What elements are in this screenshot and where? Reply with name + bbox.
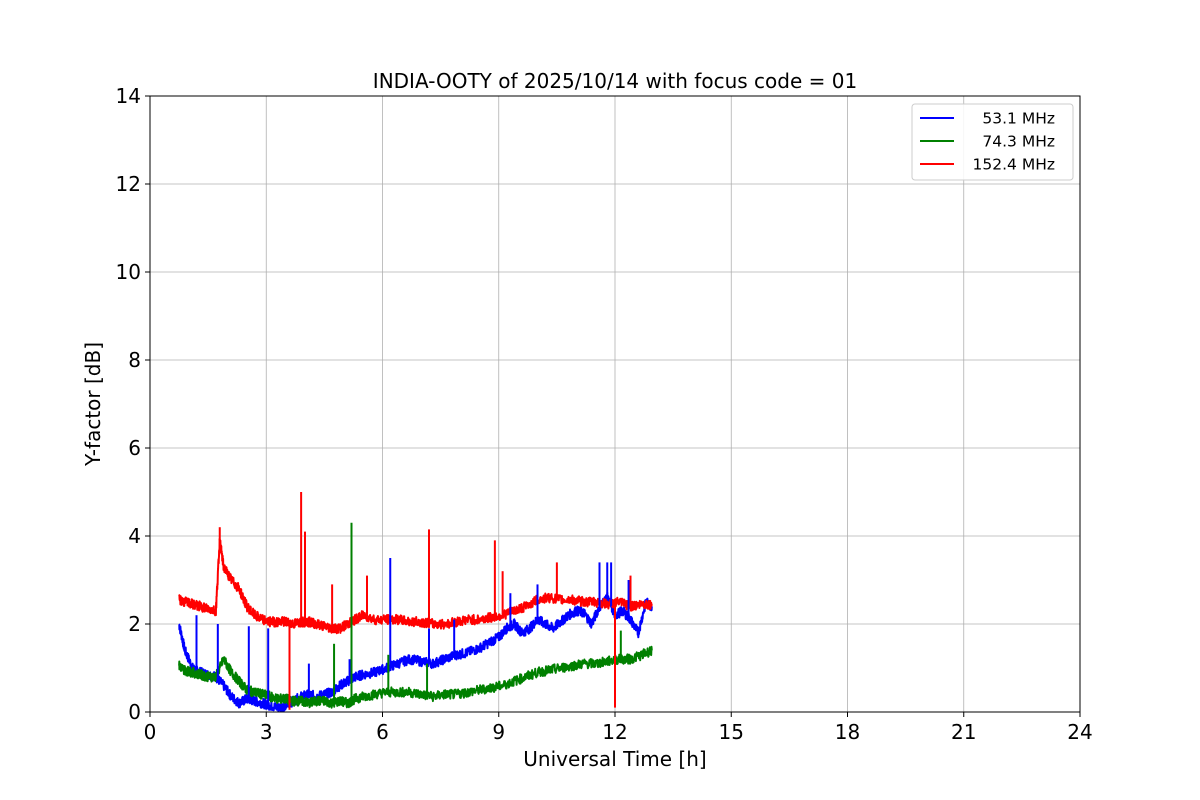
- y-axis-label: Y-factor [dB]: [81, 342, 105, 467]
- series-group: [178, 492, 653, 713]
- x-axis-label: Universal Time [h]: [523, 747, 706, 771]
- legend: 53.1 MHz 74.3 MHz 152.4 MHz: [911, 103, 1074, 181]
- x-tick-label: 0: [144, 720, 157, 744]
- x-tick-label: 9: [492, 720, 505, 744]
- x-tick-label: 24: [1067, 720, 1092, 744]
- y-tick-label: 0: [128, 700, 141, 724]
- legend-box: [911, 103, 1074, 181]
- legend-label: 152.4 MHz: [973, 156, 1055, 174]
- legend-label: 53.1 MHz: [982, 110, 1055, 128]
- legend-label: 74.3 MHz: [982, 133, 1055, 151]
- y-tick-label: 4: [128, 524, 141, 548]
- y-tick-label: 10: [116, 260, 141, 284]
- x-tick-label: 12: [602, 720, 627, 744]
- x-tick-label: 3: [260, 720, 273, 744]
- x-tick-label: 18: [835, 720, 860, 744]
- chart-title: INDIA-OOTY of 2025/10/14 with focus code…: [373, 69, 857, 93]
- y-tick-label: 8: [128, 348, 141, 372]
- x-tick-label: 21: [951, 720, 976, 744]
- y-tick-label: 14: [116, 84, 141, 108]
- series-line-1: [178, 645, 653, 709]
- x-tick-label: 15: [719, 720, 744, 744]
- x-tick-label: 6: [376, 720, 389, 744]
- y-tick-label: 2: [128, 612, 141, 636]
- y-tick-label: 6: [128, 436, 141, 460]
- y-tick-label: 12: [116, 172, 141, 196]
- series-line-2: [178, 538, 653, 635]
